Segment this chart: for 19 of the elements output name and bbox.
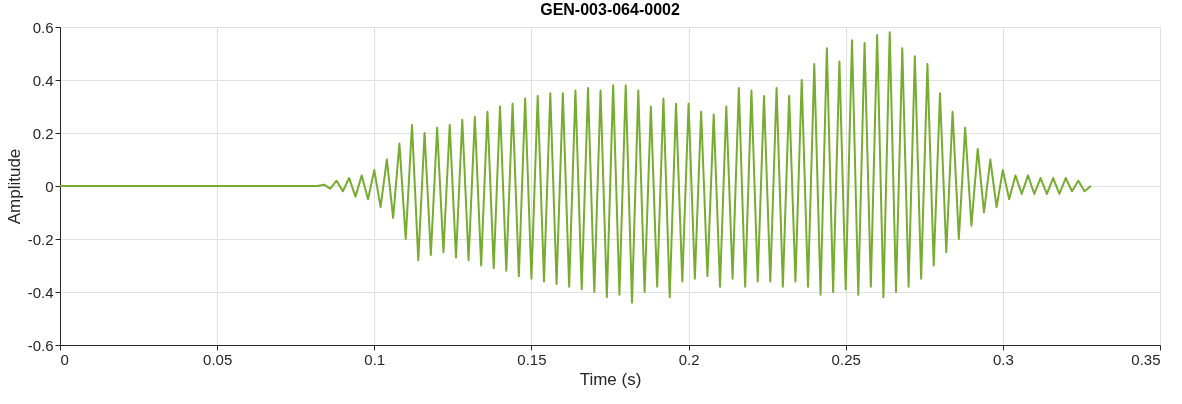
y-axis-title: Amplitude	[4, 148, 24, 225]
x-tick-label: 0.05	[203, 350, 233, 368]
x-tick-label: 0	[60, 350, 69, 368]
y-tick-label: -0.2	[27, 230, 54, 248]
chart-title: GEN-003-064-0002	[540, 1, 680, 18]
x-tick-label: 0.1	[364, 350, 386, 368]
y-tick-label: 0	[45, 177, 54, 195]
x-axis-title: Time (s)	[579, 369, 642, 389]
y-tick-label: -0.4	[27, 283, 54, 301]
y-tick-label: 0.4	[32, 71, 54, 89]
x-tick-label: 0.25	[831, 350, 861, 368]
y-tick-label: 0.2	[32, 124, 54, 142]
x-tick-label: 0.2	[678, 350, 700, 368]
x-tick-label: 0.15	[517, 350, 547, 368]
x-tick-label: 0.35	[1131, 350, 1161, 368]
y-tick-label: -0.6	[27, 336, 54, 354]
y-tick-label: 0.6	[32, 18, 54, 36]
x-tick-label: 0.3	[992, 350, 1014, 368]
line-series	[59, 31, 1092, 304]
